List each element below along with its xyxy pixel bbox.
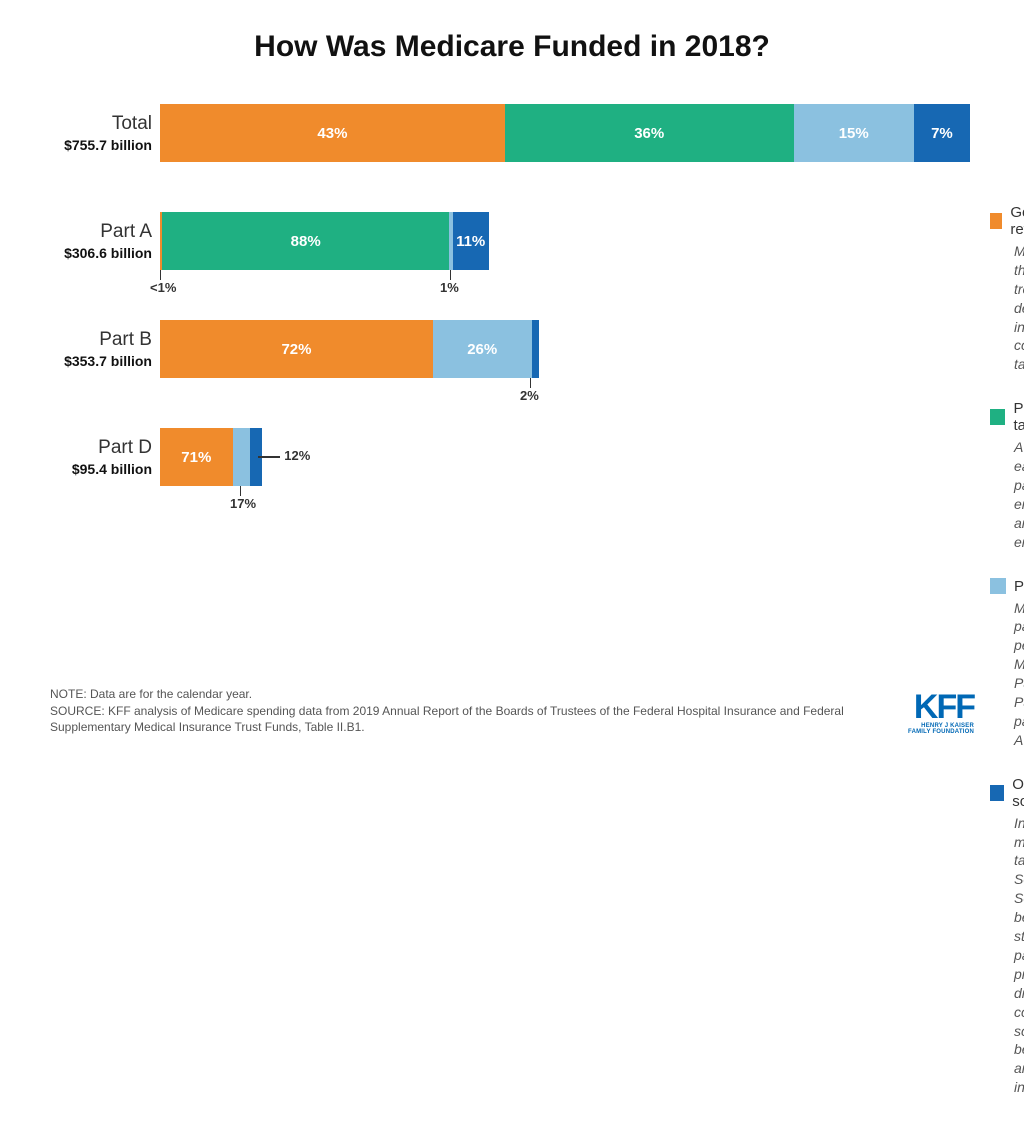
stacked-bar: 71% — [160, 428, 262, 486]
row-label: Part A $306.6 billion — [50, 221, 160, 261]
callout-label: 12% — [284, 448, 310, 463]
row-name: Part D — [50, 437, 152, 459]
bar-row: Part D $95.4 billion 71%12%17% — [50, 428, 970, 486]
bar-segment: 72% — [160, 320, 433, 378]
bar-wrap: 43%36%15%7% — [160, 104, 970, 162]
bar-wrap: 88%11%<1%1% — [160, 212, 489, 270]
bar-segment: 71% — [160, 428, 233, 486]
kff-logo-main: KFF — [908, 692, 974, 723]
bar-segment — [532, 320, 540, 378]
bar-row: Total $755.7 billion 43%36%15%7% — [50, 104, 970, 162]
kff-logo: KFF HENRY J KAISER FAMILY FOUNDATION — [908, 692, 974, 735]
row-amount: $306.6 billion — [50, 245, 152, 261]
legend-name: General revenue — [1010, 204, 1024, 238]
legend-swatch — [990, 213, 1002, 229]
legend-name: Other sources — [1012, 776, 1024, 810]
callout-label: <1% — [150, 280, 176, 295]
callout-label: 1% — [440, 280, 459, 295]
kff-logo-sub2: FAMILY FOUNDATION — [908, 729, 974, 735]
bar-row: Part B $353.7 billion 72%26%2% — [50, 320, 970, 378]
legend-swatch — [990, 409, 1005, 425]
legend-desc: Includes money from taxation of Social S… — [990, 814, 1024, 1097]
row-amount: $353.7 billion — [50, 353, 152, 369]
callout-label: 17% — [230, 496, 256, 511]
stacked-bar: 88%11% — [160, 212, 489, 270]
bar-segment: 88% — [162, 212, 449, 270]
chart-title: How Was Medicare Funded in 2018? — [50, 30, 974, 64]
row-label: Part D $95.4 billion — [50, 437, 160, 477]
legend-item: General revenue Money from the federal tr… — [990, 204, 1024, 374]
bars-column: Total $755.7 billion 43%36%15%7% Part A $306… — [50, 104, 970, 1123]
bar-segment — [233, 428, 250, 486]
stacked-bar: 43%36%15%7% — [160, 104, 970, 162]
bar-segment: 11% — [453, 212, 489, 270]
legend-desc: Money from the federal treasury derived … — [990, 242, 1024, 374]
row-label: Total $755.7 billion — [50, 113, 160, 153]
chart-area: Total $755.7 billion 43%36%15%7% Part A $306… — [50, 104, 974, 1123]
row-label: Part B $353.7 billion — [50, 329, 160, 369]
legend-desc: Monthly payments by people with Medicare… — [990, 599, 1024, 750]
bar-segment: 26% — [433, 320, 532, 378]
footer-note: NOTE: Data are for the calendar year. — [50, 686, 870, 702]
legend-name: Premiums — [1014, 578, 1024, 595]
legend-name: Payroll taxes — [1013, 400, 1024, 434]
bar-segment: 43% — [160, 104, 505, 162]
footer-source: SOURCE: KFF analysis of Medicare spendin… — [50, 703, 870, 735]
legend-desc: A tax on earnings paid by employers and … — [990, 438, 1024, 551]
legend-swatch — [990, 578, 1006, 594]
legend-item: Other sources Includes money from taxatio… — [990, 776, 1024, 1097]
row-amount: $95.4 billion — [50, 461, 152, 477]
row-name: Part B — [50, 329, 152, 351]
bar-segment: 7% — [914, 104, 970, 162]
footer: NOTE: Data are for the calendar year. SO… — [50, 686, 974, 735]
bar-row: Part A $306.6 billion 88%11%<1%1% — [50, 212, 970, 270]
row-name: Part A — [50, 221, 152, 243]
row-amount: $755.7 billion — [50, 137, 152, 153]
bar-wrap: 72%26%2% — [160, 320, 539, 378]
bar-segment: 36% — [505, 104, 794, 162]
row-name: Total — [50, 113, 152, 135]
callout-label: 2% — [520, 388, 539, 403]
legend-item: Premiums Monthly payments by people with … — [990, 578, 1024, 750]
bar-wrap: 71%12%17% — [160, 428, 262, 486]
stacked-bar: 72%26% — [160, 320, 539, 378]
legend-item: Payroll taxes A tax on earnings paid by e… — [990, 400, 1024, 551]
legend-swatch — [990, 785, 1004, 801]
bar-segment: 15% — [794, 104, 914, 162]
legend-column: General revenue Money from the federal tr… — [990, 104, 1024, 1123]
